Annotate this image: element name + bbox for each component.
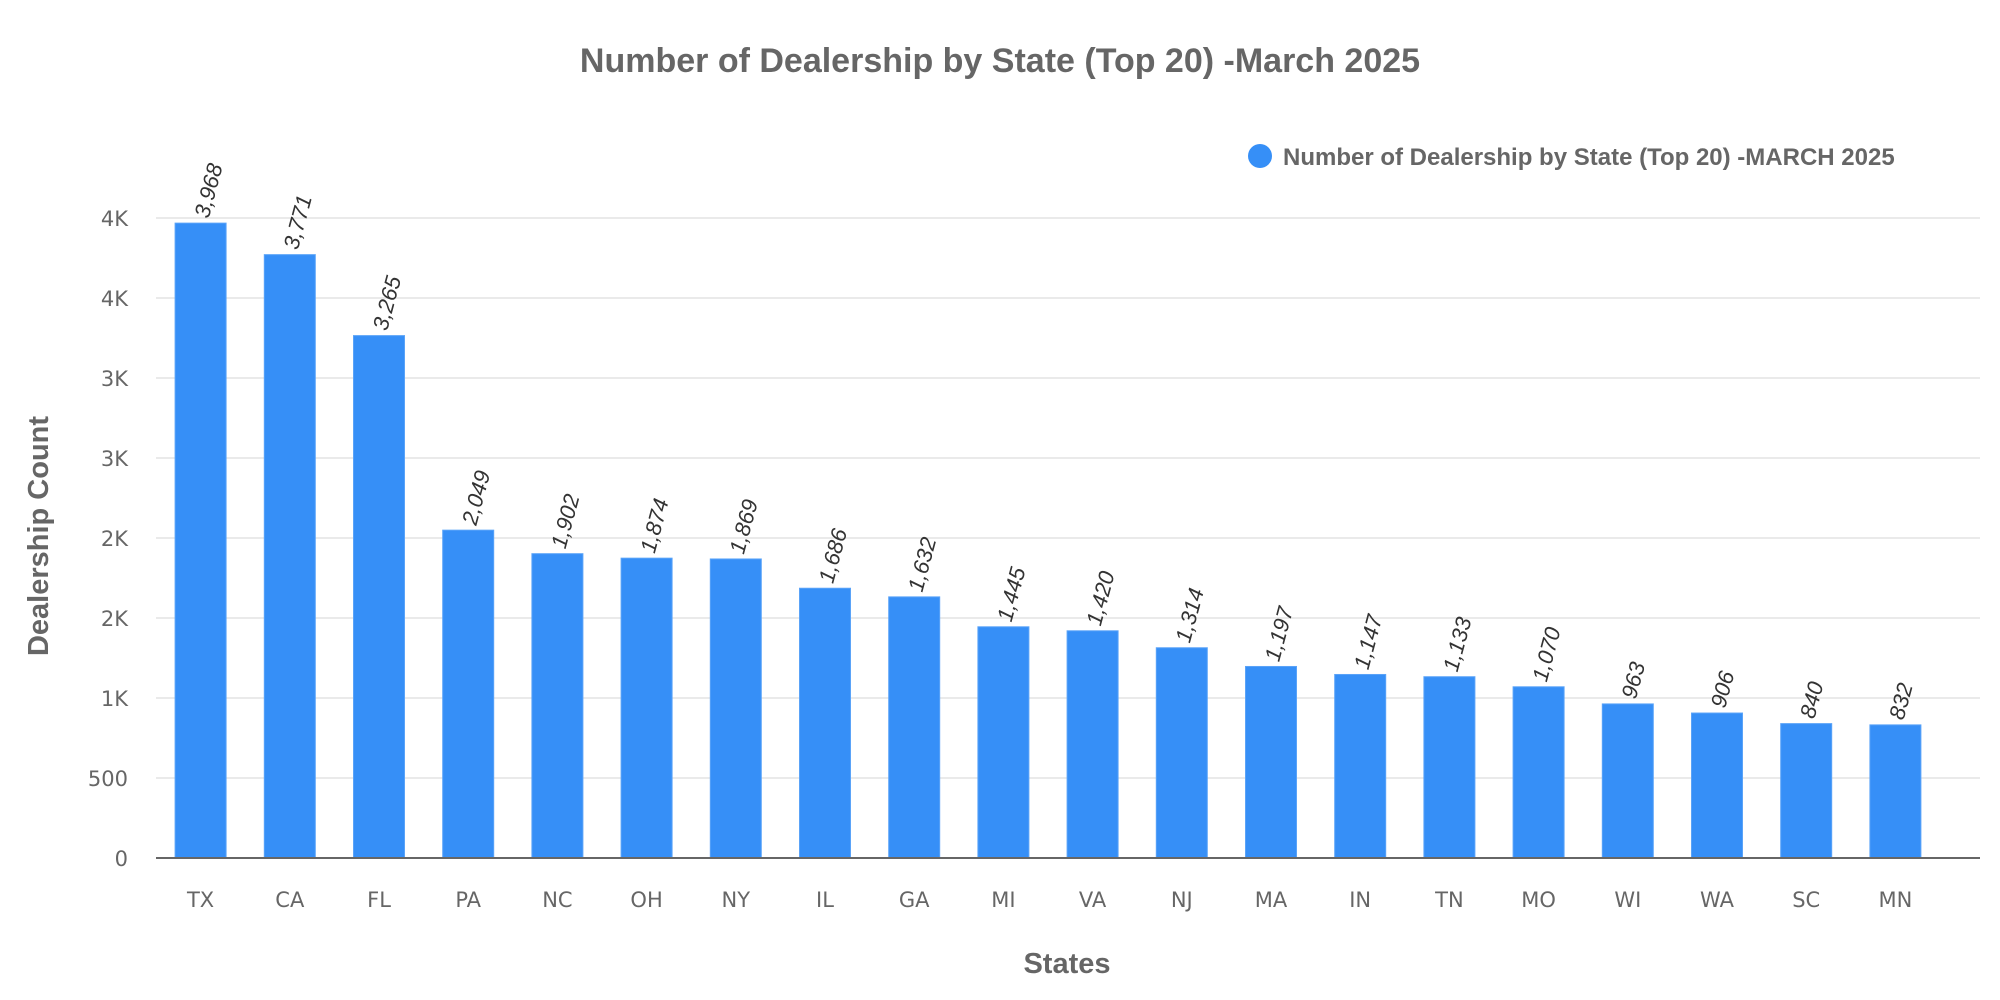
bar-ny bbox=[709, 558, 762, 859]
data-label: 1,902 bbox=[546, 491, 584, 551]
bar-oh bbox=[620, 557, 673, 859]
x-tick-label: FL bbox=[367, 888, 391, 912]
data-label: 3,771 bbox=[278, 192, 316, 252]
bar-mn bbox=[1869, 724, 1922, 859]
bar-mi bbox=[977, 626, 1030, 859]
data-label: 2,049 bbox=[457, 468, 496, 529]
data-label: 1,197 bbox=[1260, 603, 1299, 663]
x-tick-label: SC bbox=[1792, 888, 1820, 912]
bar-wi bbox=[1601, 703, 1654, 859]
data-label: 840 bbox=[1795, 678, 1829, 721]
bar-pa bbox=[442, 529, 495, 859]
bar-tn bbox=[1423, 676, 1476, 859]
legend-marker bbox=[1248, 144, 1272, 168]
x-tick-label: NC bbox=[542, 888, 572, 912]
y-tick-label: 3K bbox=[101, 447, 129, 471]
data-label: 1,445 bbox=[992, 564, 1031, 624]
x-tick-label: IL bbox=[816, 888, 834, 912]
y-tick-label: 1K bbox=[101, 687, 129, 711]
bars bbox=[174, 222, 1922, 859]
chart-title: Number of Dealership by State (Top 20) -… bbox=[580, 42, 1420, 80]
x-tick-label: VA bbox=[1079, 888, 1107, 912]
legend-label: Number of Dealership by State (Top 20) -… bbox=[1283, 144, 1895, 171]
x-tick-label: PA bbox=[455, 888, 481, 912]
data-label: 3,265 bbox=[368, 273, 407, 333]
x-tick-label: WA bbox=[1700, 888, 1735, 912]
x-axis-label: States bbox=[1023, 948, 1110, 980]
x-tick-label: NY bbox=[722, 888, 751, 912]
y-tick-label: 2K bbox=[101, 607, 129, 631]
x-tick-label: MN bbox=[1878, 888, 1912, 912]
data-label: 1,070 bbox=[1527, 624, 1566, 684]
bar-ma bbox=[1245, 665, 1297, 859]
x-tick-label: TX bbox=[186, 888, 214, 912]
bar-mo bbox=[1512, 686, 1565, 859]
data-label: 1,133 bbox=[1438, 614, 1477, 674]
bar-nc bbox=[531, 553, 584, 859]
bar-wa bbox=[1691, 712, 1743, 859]
y-tick-label: 3K bbox=[101, 367, 129, 391]
data-label: 1,420 bbox=[1081, 568, 1120, 628]
x-tick-label: TN bbox=[1434, 888, 1464, 912]
bar-nj bbox=[1155, 647, 1208, 859]
bar-sc bbox=[1780, 723, 1833, 859]
x-tick-label: CA bbox=[275, 888, 305, 912]
data-label: 1,686 bbox=[814, 525, 853, 585]
bar-in bbox=[1334, 673, 1387, 859]
y-tick-label: 2K bbox=[101, 527, 129, 551]
x-tick-label: MI bbox=[991, 888, 1015, 912]
x-tick-label: OH bbox=[630, 888, 662, 912]
y-tick-label: 0 bbox=[115, 847, 128, 871]
x-tick-label: NJ bbox=[1171, 888, 1193, 912]
y-axis-ticks: 0 500 1K 2K 2K 3K 3K 4K 4K bbox=[88, 207, 129, 871]
data-label: 1,874 bbox=[635, 496, 673, 556]
data-label: 906 bbox=[1706, 668, 1740, 711]
x-tick-label: MA bbox=[1255, 888, 1288, 912]
y-tick-label: 4K bbox=[101, 207, 129, 231]
x-tick-label: IN bbox=[1349, 888, 1371, 912]
x-tick-label: GA bbox=[899, 888, 930, 912]
bar-ga bbox=[888, 596, 941, 859]
y-tick-label: 500 bbox=[88, 767, 128, 791]
data-label: 832 bbox=[1884, 680, 1918, 722]
bar-il bbox=[799, 587, 851, 859]
data-label: 1,147 bbox=[1349, 611, 1388, 671]
bar-ca bbox=[263, 254, 316, 859]
data-label: 963 bbox=[1616, 659, 1650, 702]
data-label: 1,314 bbox=[1170, 585, 1208, 645]
bar-fl bbox=[353, 335, 405, 859]
y-tick-label: 4K bbox=[101, 287, 129, 311]
y-axis-label: Dealership Count bbox=[23, 416, 55, 656]
bar-tx bbox=[174, 222, 227, 859]
data-label: 3,968 bbox=[189, 160, 228, 220]
x-tick-label: MO bbox=[1521, 888, 1556, 912]
bar-va bbox=[1066, 630, 1119, 859]
legend: Number of Dealership by State (Top 20) -… bbox=[1248, 144, 1895, 171]
data-label: 1,632 bbox=[903, 535, 941, 595]
x-axis-ticks: TX CA FL PA NC OH NY IL GA MI VA NJ MA IN TN MO WI WA SC MN bbox=[186, 888, 1912, 912]
x-tick-label: WI bbox=[1614, 888, 1641, 912]
data-label: 1,869 bbox=[724, 497, 762, 557]
